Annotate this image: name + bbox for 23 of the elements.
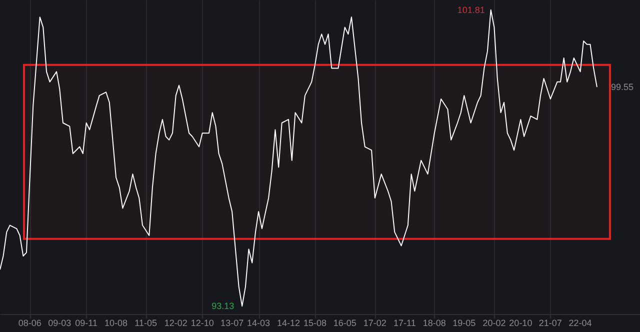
x-tick-label: 10-08 [104,318,128,328]
x-tick-label: 09-11 [75,318,98,328]
x-tick-label: 21-07 [538,318,562,328]
data-label: 101.81 [457,4,485,15]
x-tick-label: 20-10 [509,318,532,328]
x-tick-label: 19-05 [452,318,476,328]
data-label: 99.55 [610,82,634,92]
x-tick-label: 14-12 [276,318,300,328]
x-tick-label: 20-02 [482,318,506,328]
x-tick-label: 16-05 [333,318,356,328]
x-tick-label: 18-08 [422,318,446,328]
x-tick-label: 13-07 [220,318,244,328]
x-tick-label: 12-02 [164,318,188,328]
x-tick-label: 08-06 [18,318,42,328]
x-tick-label: 11-05 [134,318,157,328]
data-label: 93.13 [212,301,234,312]
x-tick-label: 12-10 [190,318,214,328]
x-tick-label: 14-03 [247,318,270,328]
x-tick-label: 22-04 [568,318,592,328]
x-tick-label: 09-03 [48,318,72,328]
x-tick-label: 15-08 [303,318,327,328]
x-tick-label: 17-11 [393,318,416,328]
x-tick-label: 17-02 [363,318,386,328]
